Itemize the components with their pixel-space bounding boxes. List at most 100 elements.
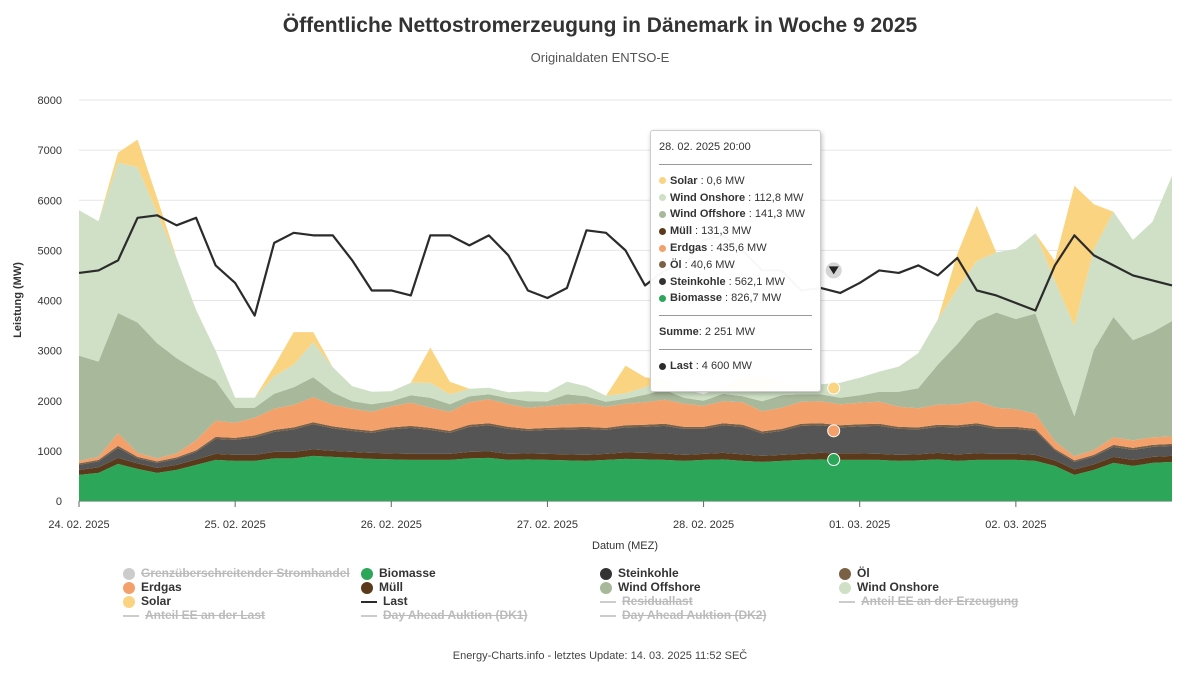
tooltip-rows: Solar : 0,6 MW Wind Onshore : 112,8 MW Win… <box>659 173 812 307</box>
legend-label: Erdgas <box>141 580 182 594</box>
hover-markers <box>825 262 842 467</box>
legend-dot-icon <box>123 567 135 580</box>
legend-label: Last <box>383 594 408 608</box>
x-tick-label: 01. 03. 2025 <box>829 519 890 531</box>
legend-line-icon <box>361 614 377 617</box>
x-tick-label: 28. 02. 2025 <box>673 519 734 531</box>
footer-credits: Energy-Charts.info - letztes Update: 14.… <box>452 650 748 662</box>
legend-line-icon <box>839 600 855 603</box>
legend-item[interactable]: Last <box>361 594 408 608</box>
y-tick-label-6000: 6000 <box>38 195 62 207</box>
hover-marker-last <box>828 266 839 275</box>
chart-subtitle: Originaldaten ENTSO-E <box>530 50 670 65</box>
legend-line-icon <box>123 614 139 617</box>
y-tick-label-5000: 5000 <box>38 245 62 257</box>
tooltip-last-dot <box>659 362 666 370</box>
legend: Grenzüberschreitender Stromhandel Biomass… <box>0 566 1200 626</box>
area-biomasse <box>79 455 1172 501</box>
tooltip-dot <box>659 177 666 185</box>
legend-item[interactable]: Wind Offshore <box>600 580 701 594</box>
tooltip-row: Wind Onshore : 112,8 MW <box>659 190 812 207</box>
tooltip-dot <box>659 210 666 218</box>
tooltip-sum: Summe: 2 251 MW <box>659 326 755 339</box>
tooltip-row: Erdgas : 435,6 MW <box>659 240 812 257</box>
legend-line-icon <box>600 600 616 603</box>
hover-marker-solar <box>827 381 841 395</box>
y-tick-label-4000: 4000 <box>38 296 62 308</box>
legend-item[interactable]: Wind Onshore <box>839 580 939 594</box>
legend-label: Anteil EE an der Last <box>145 608 266 622</box>
legend-item[interactable]: Müll <box>361 580 403 594</box>
legend-dot-icon <box>600 581 612 594</box>
legend-item[interactable]: Öl <box>839 566 870 580</box>
x-tick-label: 24. 02. 2025 <box>48 519 109 531</box>
y-tick-label-2000: 2000 <box>38 396 62 408</box>
x-axis-label: Datum (MEZ) <box>592 540 658 552</box>
legend-item[interactable]: Anteil EE an der Last <box>123 608 265 622</box>
tooltip-dot <box>659 278 666 286</box>
area-müll <box>79 449 1172 475</box>
legend-item[interactable]: Anteil EE an der Erzeugung <box>839 594 1018 608</box>
area-wind-offshore <box>79 312 1172 461</box>
legend-dot-icon <box>600 567 612 580</box>
hover-marker-biomasse <box>827 453 841 467</box>
y-tick-label-1000: 1000 <box>38 446 62 458</box>
legend-item[interactable]: Residuallast <box>600 594 693 608</box>
legend-item[interactable]: Steinkohle <box>600 566 679 580</box>
y-tick-label-8000: 8000 <box>38 95 62 107</box>
y-tick-label-7000: 7000 <box>38 145 62 157</box>
load-line <box>78 214 1173 317</box>
tooltip-dot <box>659 194 666 202</box>
x-tick-label: 02. 03. 2025 <box>985 519 1046 531</box>
tooltip-row: Öl : 40,6 MW <box>659 257 812 274</box>
tooltip-row: Wind Offshore : 141,3 MW <box>659 206 812 223</box>
tooltip-dot <box>659 227 666 235</box>
stacked-areas <box>79 139 1172 501</box>
y-axis-ticks: 0 1000 2000 3000 4000 5000 6000 7000 8000 <box>38 95 62 508</box>
legend-label: Wind Offshore <box>618 580 701 594</box>
y-tick-label-0: 0 <box>56 496 62 508</box>
chart-title: Öffentliche Nettostromerzeugung in Dänem… <box>282 14 918 37</box>
legend-label: Wind Onshore <box>857 580 939 594</box>
tooltip-row: Biomasse : 826,7 MW <box>659 290 812 307</box>
legend-label: Day Ahead Auktion (DK2) <box>622 608 767 622</box>
legend-item[interactable]: Grenzüberschreitender Stromhandel <box>123 566 350 580</box>
legend-dot-icon <box>839 567 851 580</box>
tooltip: 28. 02. 2025 20:00 Solar : 0,6 MW Wind On… <box>650 130 821 392</box>
tooltip-row: Solar : 0,6 MW <box>659 173 812 190</box>
tooltip-dot <box>659 261 666 269</box>
legend-item[interactable]: Erdgas <box>123 580 182 594</box>
area-erdgas <box>79 397 1172 464</box>
legend-label: Anteil EE an der Erzeugung <box>861 594 1019 608</box>
legend-label: Biomasse <box>379 566 436 580</box>
legend-item[interactable]: Solar <box>123 594 171 608</box>
tooltip-date: 28. 02. 2025 20:00 <box>659 141 751 153</box>
legend-label: Day Ahead Auktion (DK1) <box>383 608 528 622</box>
legend-label: Grenzüberschreitender Stromhandel <box>141 566 350 580</box>
tooltip-dot <box>659 244 666 252</box>
x-tick-label: 26. 02. 2025 <box>361 519 422 531</box>
legend-dot-icon <box>361 567 373 580</box>
legend-label: Öl <box>857 566 870 580</box>
x-tick-label: 27. 02. 2025 <box>517 519 578 531</box>
x-tick-label: 25. 02. 2025 <box>205 519 266 531</box>
area-solar <box>79 139 1172 398</box>
legend-label: Steinkohle <box>618 566 679 580</box>
tooltip-row: Müll : 131,3 MW <box>659 223 812 240</box>
line-last <box>78 214 1173 317</box>
legend-label: Residuallast <box>622 594 693 608</box>
tooltip-dot <box>659 294 666 302</box>
tooltip-last: Last : 4 600 MW <box>659 358 812 375</box>
x-axis-ticks: 24. 02. 2025 25. 02. 2025 26. 02. 2025 27. … <box>48 501 1046 531</box>
legend-item[interactable]: Biomasse <box>361 566 436 580</box>
y-axis-label: Leistung (MW) <box>12 262 24 338</box>
legend-label: Solar <box>141 594 172 608</box>
legend-line-icon <box>600 614 616 617</box>
legend-item[interactable]: Day Ahead Auktion (DK2) <box>600 608 766 622</box>
legend-item[interactable]: Day Ahead Auktion (DK1) <box>361 608 527 622</box>
legend-label: Müll <box>379 580 403 594</box>
legend-line-icon <box>361 600 377 603</box>
y-tick-label-3000: 3000 <box>38 346 62 358</box>
tooltip-row: Steinkohle : 562,1 MW <box>659 274 812 291</box>
